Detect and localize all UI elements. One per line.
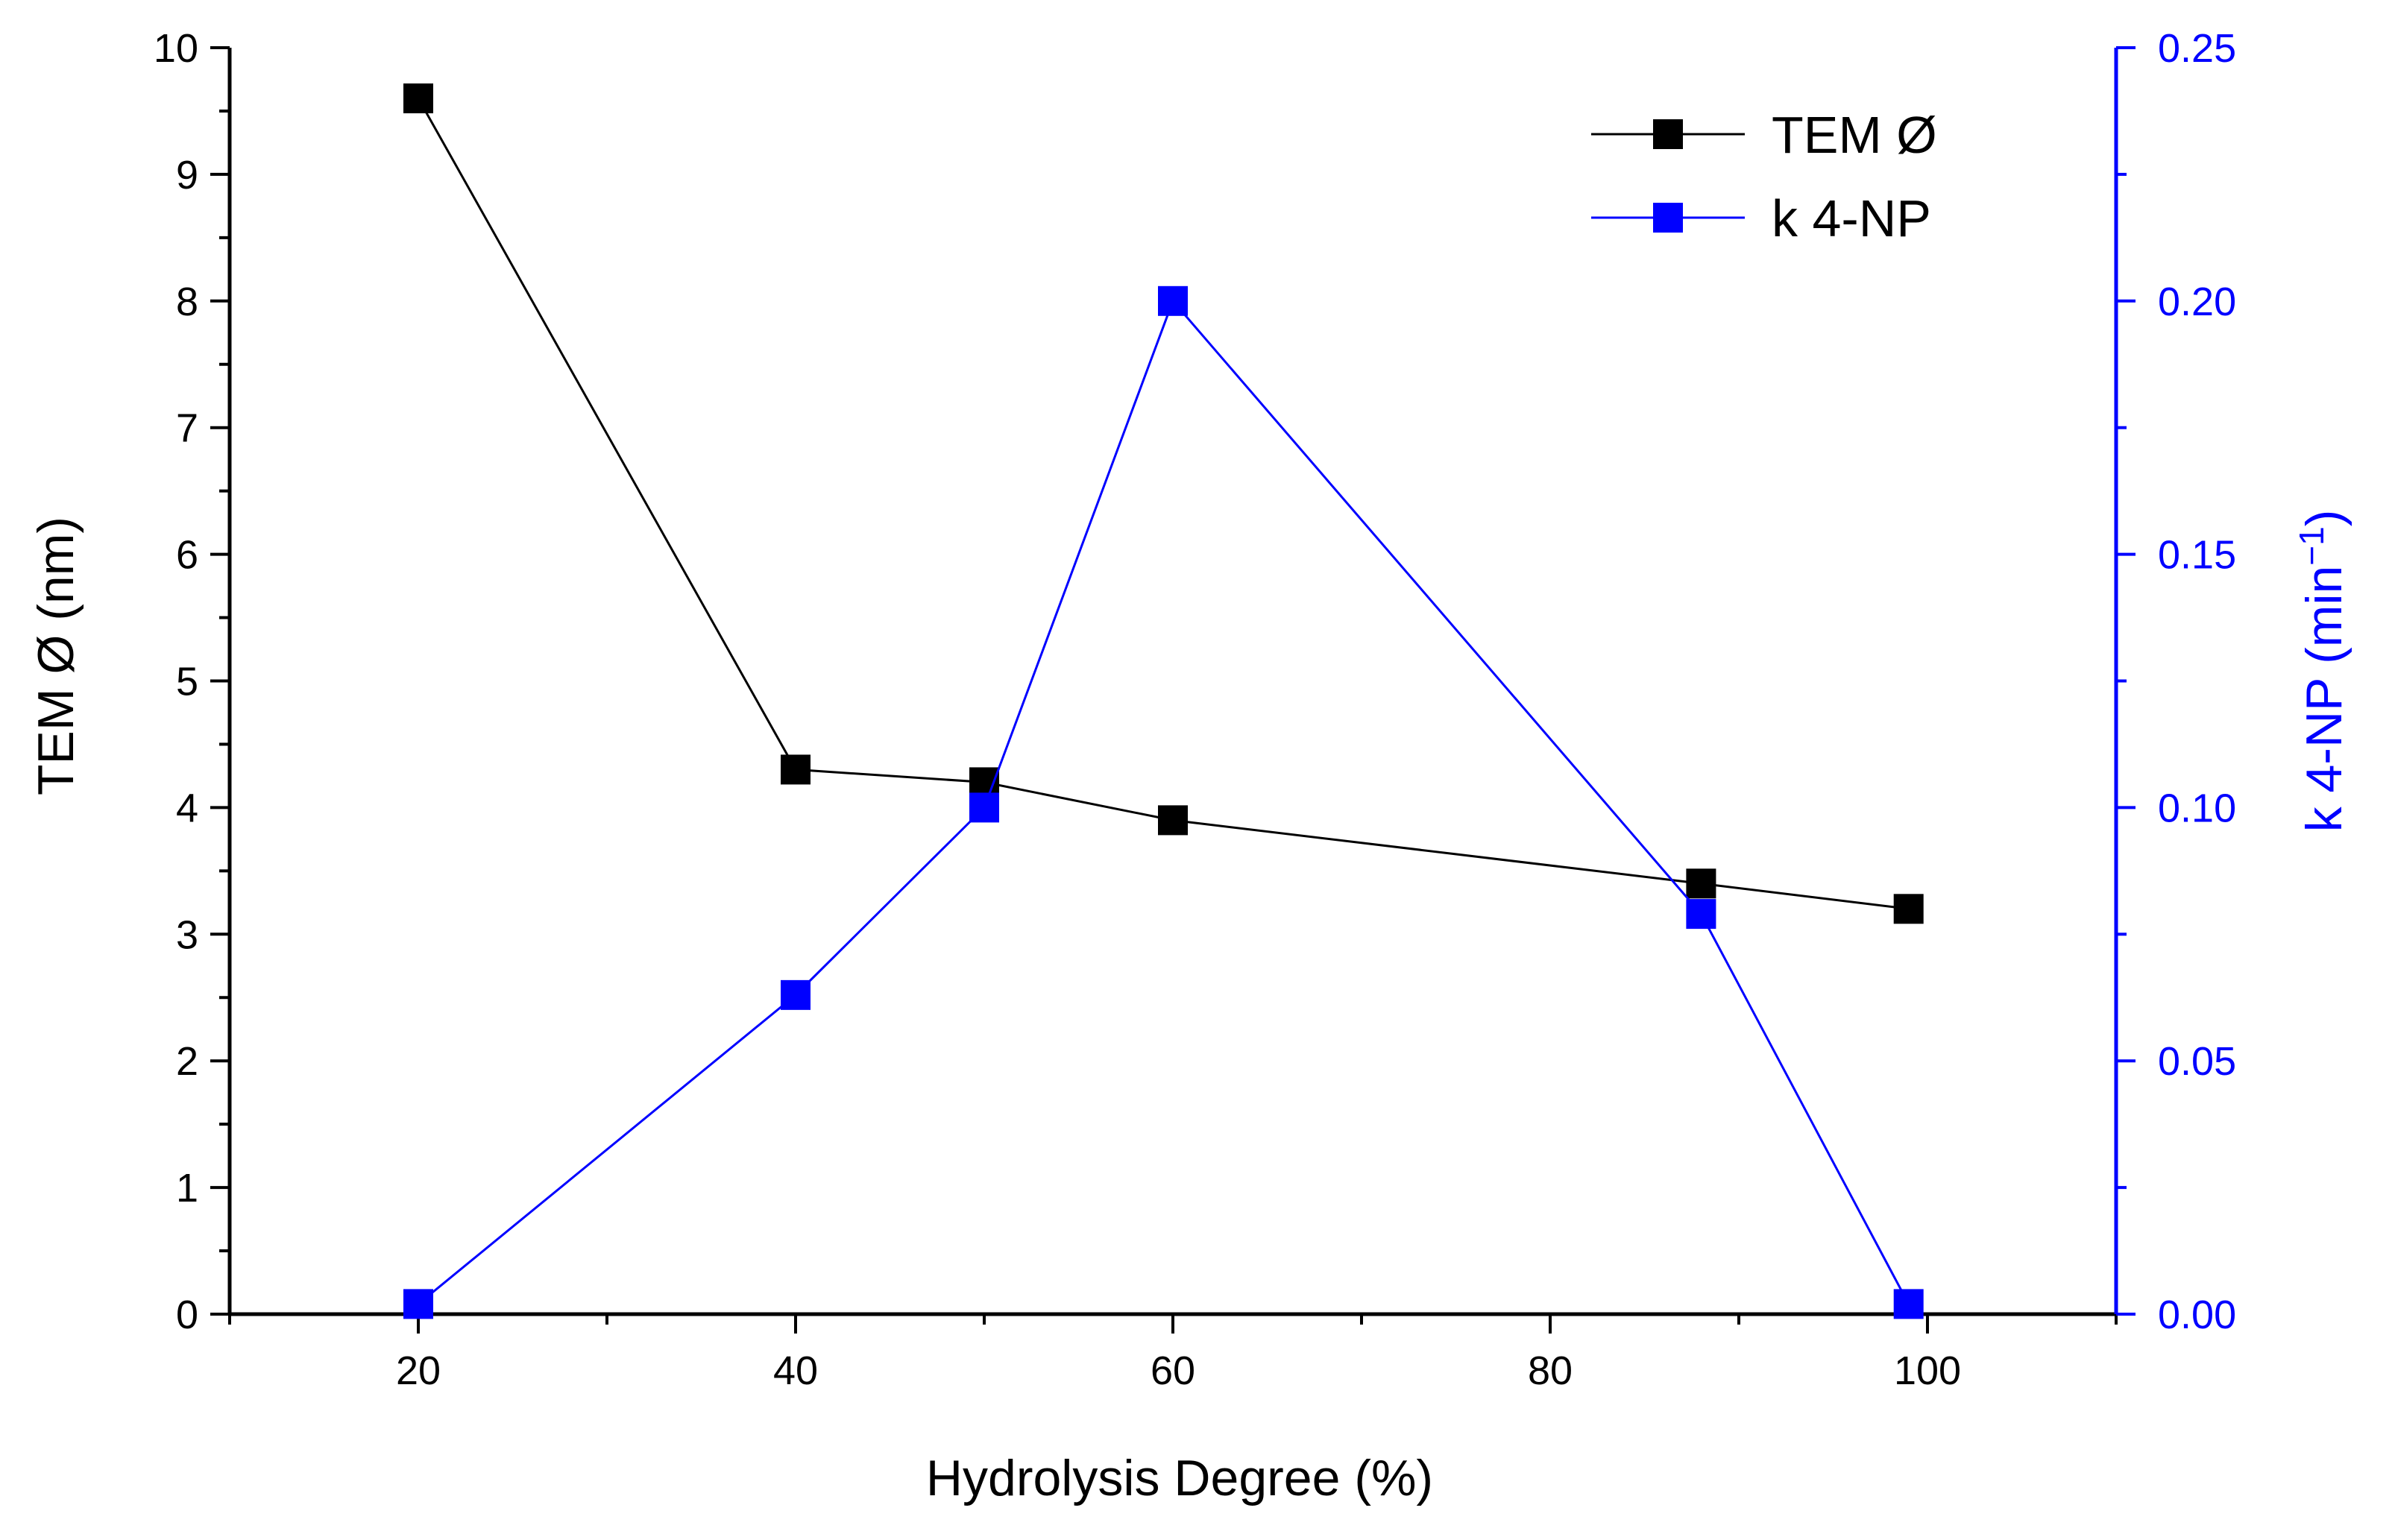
x-axis-title: Hydrolysis Degree (%) bbox=[926, 1450, 1433, 1506]
y-right-tick-label: 0.10 bbox=[2158, 786, 2236, 830]
series-line-k4np bbox=[418, 298, 1910, 1305]
y-axis-right-title: k 4-NP (min−1) bbox=[2292, 510, 2352, 833]
y-left-tick-label: 4 bbox=[176, 786, 198, 830]
y-axis-left: 0 1 2 3 4 5 6 7 8 9 10 bbox=[154, 26, 232, 1337]
y-axis-right-title-close: ) bbox=[2296, 510, 2352, 527]
y-left-tick-label: 5 bbox=[176, 660, 198, 704]
y-axis-left-title: TEM Ø (nm) bbox=[28, 517, 84, 795]
y-left-tick-label: 10 bbox=[154, 26, 198, 71]
y-axis-right-title-sup: −1 bbox=[2292, 526, 2331, 565]
x-axis: 20 40 60 80 100 bbox=[228, 1312, 2118, 1393]
legend-marker-k4np bbox=[1653, 203, 1683, 233]
legend: TEM Ø k 4-NP bbox=[1591, 106, 1937, 247]
y-left-tick-label: 8 bbox=[176, 280, 198, 324]
x-tick-label: 20 bbox=[396, 1348, 441, 1393]
y-left-tick-label: 7 bbox=[176, 406, 198, 451]
y-left-tick-label: 0 bbox=[176, 1293, 198, 1337]
y-right-tick-label: 0.15 bbox=[2158, 533, 2236, 578]
series-layer bbox=[403, 83, 1924, 1319]
data-point-tem bbox=[1158, 805, 1188, 836]
series-line-tem bbox=[417, 98, 1909, 910]
x-tick-label: 40 bbox=[773, 1348, 818, 1393]
x-tick-label: 100 bbox=[1894, 1348, 1961, 1393]
data-point-tem bbox=[1893, 894, 1924, 924]
legend-marker-tem bbox=[1653, 119, 1683, 149]
data-point-k4np bbox=[1158, 285, 1188, 316]
series-tem bbox=[403, 83, 1924, 924]
data-point-k4np bbox=[781, 979, 811, 1010]
y-right-tick-label: 0.00 bbox=[2158, 1293, 2236, 1337]
y-axis-right-title-main: k 4-NP (min bbox=[2296, 566, 2352, 833]
y-right-tick-label: 0.20 bbox=[2158, 280, 2236, 324]
data-point-k4np bbox=[1686, 899, 1716, 930]
y-left-tick-label: 1 bbox=[176, 1166, 198, 1211]
y-left-tick-label: 6 bbox=[176, 533, 198, 578]
data-point-tem bbox=[1686, 868, 1716, 899]
y-left-tick-label: 2 bbox=[176, 1039, 198, 1084]
y-right-tick-label: 0.25 bbox=[2158, 26, 2236, 71]
data-point-k4np bbox=[1893, 1289, 1924, 1319]
y-left-tick-label: 3 bbox=[176, 912, 198, 957]
legend-label-tem: TEM Ø bbox=[1772, 106, 1937, 164]
legend-label-k4np: k 4-NP bbox=[1772, 189, 1931, 247]
data-point-k4np bbox=[403, 1289, 433, 1319]
x-tick-label: 60 bbox=[1151, 1348, 1195, 1393]
y-axis-right: 0.00 0.05 0.10 0.15 0.20 0.25 bbox=[2114, 26, 2236, 1337]
y-right-tick-label: 0.05 bbox=[2158, 1039, 2236, 1084]
data-point-tem bbox=[403, 83, 433, 113]
series-k4np bbox=[403, 285, 1924, 1319]
x-tick-label: 80 bbox=[1528, 1348, 1573, 1393]
y-left-tick-label: 9 bbox=[176, 153, 198, 198]
data-point-tem bbox=[781, 754, 811, 785]
data-point-k4np bbox=[969, 792, 999, 823]
